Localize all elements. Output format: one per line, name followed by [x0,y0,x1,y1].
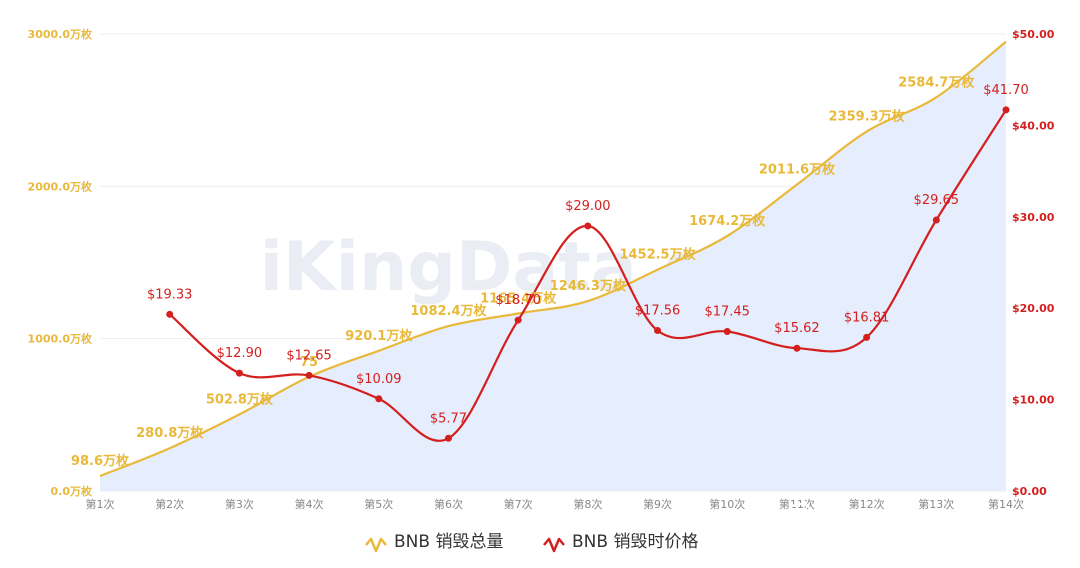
legend-price-icon [543,537,565,553]
price-point [932,216,940,224]
x-tick-label: 第14次 [988,497,1024,511]
x-tick-label: 第8次 [573,497,602,511]
price-data-label: $17.56 [635,304,681,319]
right-axis: $0.00 $10.00 $20.00 $30.00 $40.00 $50.00 [1012,28,1055,498]
right-tick-label: $30.00 [1012,211,1055,224]
price-point [584,222,592,230]
amount-data-labels: 98.6万枚 280.8万枚 502.8万枚 75 920.1万枚 1082.4万枚116… [71,74,975,469]
amount-data-label: 2011.6万枚 [759,162,836,178]
price-point [305,371,313,379]
left-tick-label: 2000.0万枚 [28,179,93,193]
price-data-label: $41.70 [983,83,1029,98]
x-tick-label: 第6次 [434,497,463,511]
price-data-label: $10.09 [356,372,402,387]
amount-data-label: 2359.3万枚 [829,109,906,125]
amount-data-label: 75 [300,355,318,370]
price-data-label: $17.45 [704,305,750,320]
x-tick-label: 第1次 [86,497,115,511]
price-data-label: $16.81 [844,310,890,325]
amount-data-label: 920.1万枚 [345,328,413,344]
right-tick-label: $0.00 [1012,485,1047,498]
x-tick-label: 第10次 [709,497,745,511]
x-tick-label: 第4次 [295,497,324,511]
x-tick-label: 第13次 [918,497,954,511]
price-data-label: $18.70 [495,293,541,308]
legend-item-amount[interactable]: BNB 销毁总量 [365,532,503,553]
x-tick-label: 第9次 [643,497,672,511]
wechat-watermark: 微信号: iKingData [786,502,990,532]
left-axis: 0.0万枚 1000.0万枚 2000.0万枚 3000.0万枚 [28,27,93,498]
left-tick-label: 0.0万枚 [51,484,93,498]
price-data-label: $5.77 [430,411,467,426]
amount-data-label: 502.8万枚 [206,391,274,407]
wechat-icon [786,502,824,532]
amount-data-label: 280.8万枚 [136,425,204,441]
right-tick-label: $20.00 [1012,302,1055,315]
amount-data-label: 1165.4万枚 [480,290,557,306]
price-point [444,434,452,442]
amount-data-label: 1246.3万枚 [550,278,627,294]
price-point [235,369,243,377]
right-tick-label: $50.00 [1012,28,1055,41]
amount-line [99,40,1007,478]
price-point [514,316,522,324]
price-point [375,395,383,403]
price-data-label: $19.33 [147,287,193,302]
legend-price-label: BNB 销毁时价格 [572,532,698,552]
legend-amount-label: BNB 销毁总量 [394,532,503,552]
price-point [793,344,801,352]
amount-data-label: 1082.4万枚 [410,303,487,319]
price-data-label: $12.65 [286,348,332,363]
right-tick-label: $10.00 [1012,394,1055,407]
x-tick-label: 第2次 [155,497,184,511]
left-tick-label: 3000.0万枚 [28,27,93,41]
amount-data-label: 1452.5万枚 [619,247,696,263]
right-tick-label: $40.00 [1012,119,1055,132]
amount-data-label: 2584.7万枚 [898,74,975,90]
price-data-label: $29.65 [914,193,960,208]
legend-item-price[interactable]: BNB 销毁时价格 [543,532,698,553]
amount-data-label: 98.6万枚 [71,453,130,469]
price-point [654,327,662,335]
price-data-labels: $19.33 $12.90 $12.65 $10.09 $5.77 $18.70 $29.0… [147,83,1029,426]
amount-series-line [99,40,1007,478]
x-tick-label: 第7次 [504,497,533,511]
price-data-label: $12.90 [217,346,263,361]
x-tick-label: 第5次 [364,497,393,511]
legend-amount-icon [365,537,387,553]
wechat-label: 微信号: iKingData [828,507,990,529]
x-tick-label: 第3次 [225,497,254,511]
amount-data-label: 1674.2万枚 [689,213,766,229]
price-point [723,328,731,336]
left-tick-label: 1000.0万枚 [28,332,93,346]
price-line [166,106,1010,442]
price-point [1002,106,1010,114]
x-tick-label: 第12次 [849,497,885,511]
price-point [166,310,174,318]
price-point [863,333,871,341]
legend[interactable]: BNB 销毁总量 BNB 销毁时价格 [365,532,698,553]
price-data-label: $15.62 [774,321,820,336]
x-axis: 第1次 第2次 第3次 第4次 第5次 第6次 第7次 第8次 第9次 第10次 第11次 第12次第… [86,497,1025,511]
price-data-label: $29.00 [565,199,611,214]
